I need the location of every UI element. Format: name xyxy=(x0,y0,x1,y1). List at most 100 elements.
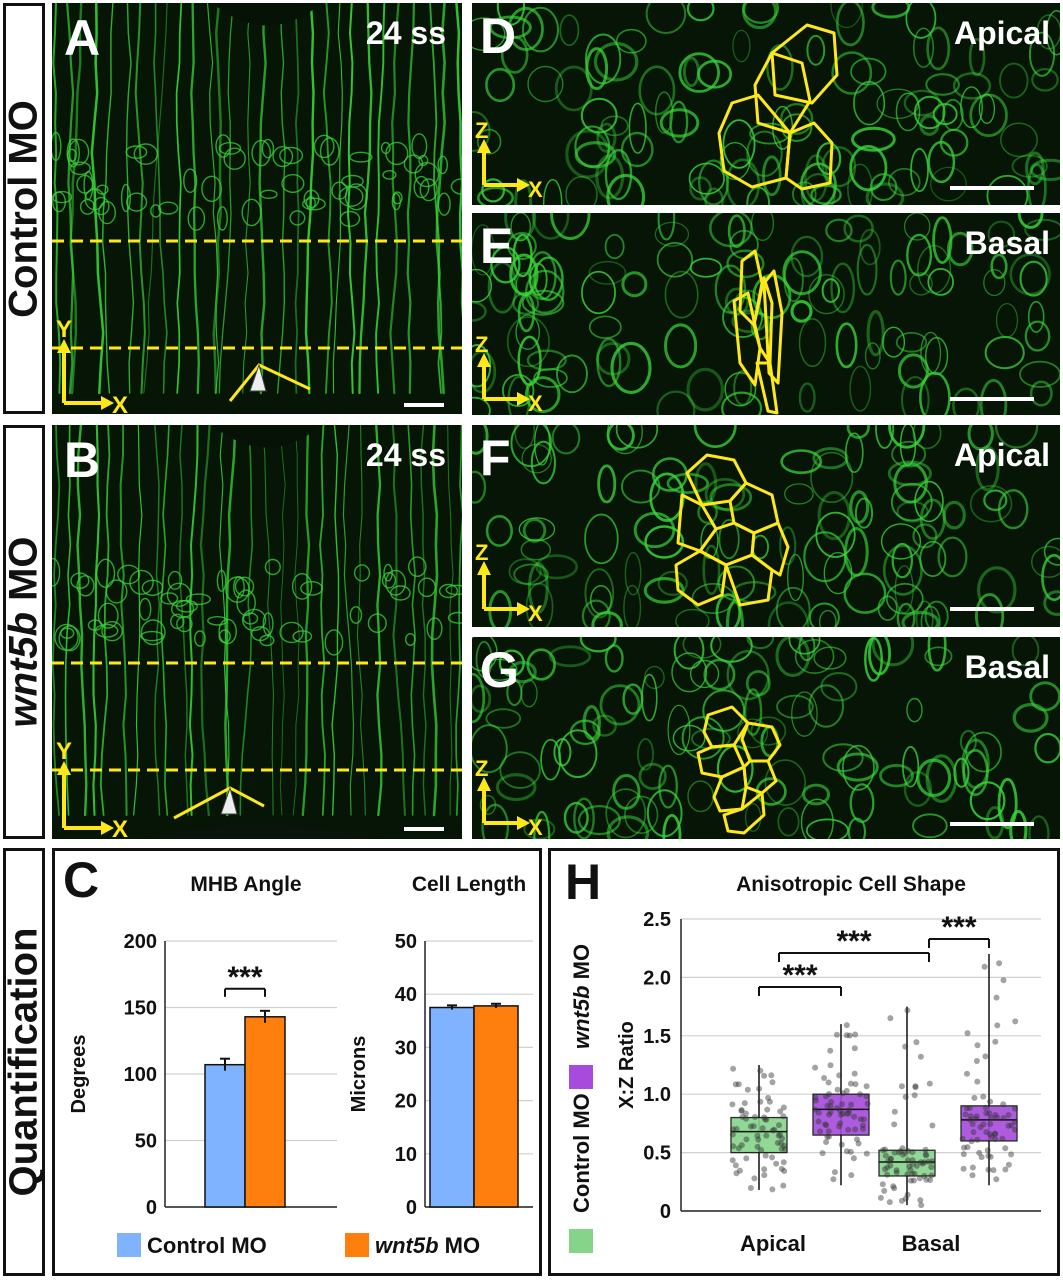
micrograph-panel-g: Z X G Basal xyxy=(472,637,1060,839)
h-box-control-basal-point xyxy=(884,1164,891,1171)
micrograph-panel-d: Z X D Apical xyxy=(472,3,1060,205)
h-box-wnt5b-apical-point xyxy=(839,1090,846,1097)
panel-e-overlay: Z X xyxy=(475,249,1034,415)
h-box-wnt5b-basal-point xyxy=(973,1113,980,1120)
panel-c-letter: C xyxy=(63,852,99,908)
legend-control-label: Control MO xyxy=(147,1233,267,1258)
h-box-control-apical-point xyxy=(769,1186,776,1193)
mhb-significance-label: *** xyxy=(227,961,262,994)
h-box-control-apical-point xyxy=(771,1126,778,1133)
panel-d-image xyxy=(472,3,1060,205)
h-box-control-apical-point xyxy=(763,1116,770,1123)
h-box-wnt5b-apical-point xyxy=(825,1079,832,1086)
h-box-wnt5b-apical-point xyxy=(824,1133,831,1140)
h-box-wnt5b-basal-point xyxy=(974,1078,981,1085)
h-box-control-apical-point xyxy=(769,1154,776,1161)
panel-f-letter: F xyxy=(480,430,511,486)
h-box-control-apical-point xyxy=(758,1147,765,1154)
h-box-wnt5b-basal-point xyxy=(992,1131,998,1138)
h-box-wnt5b-basal-point xyxy=(983,1110,990,1117)
h-box-wnt5b-apical-point xyxy=(843,1087,850,1094)
h-box-wnt5b-apical-point xyxy=(864,1100,871,1107)
h-box-control-basal-point xyxy=(928,1172,935,1179)
h-box-wnt5b-basal-point xyxy=(982,1053,989,1060)
h-box-control-basal xyxy=(878,1149,936,1177)
panel-e-x-axis-label: X xyxy=(528,391,543,415)
h-box-control-basal-point xyxy=(899,1145,906,1152)
mhb-bar-control xyxy=(204,1063,246,1208)
h-box-control-apical-point xyxy=(773,1160,780,1167)
h-box-wnt5b-basal-point xyxy=(961,1144,967,1151)
h-box-wnt5b-apical-point xyxy=(830,1176,837,1183)
h-category-label: Apical xyxy=(740,1231,806,1256)
h-box-control-apical-point xyxy=(774,1139,781,1146)
h-box-wnt5b-apical-point xyxy=(843,1032,850,1039)
h-box-control-apical-point xyxy=(732,1162,739,1169)
h-box-wnt5b-basal-point xyxy=(976,1149,983,1156)
h-box-control-basal-point xyxy=(907,1166,914,1173)
len-bar-control xyxy=(429,1006,475,1208)
h-box-control-apical-point xyxy=(765,1094,772,1101)
h-box-control-basal-point xyxy=(886,1199,893,1206)
panel-a-image xyxy=(52,3,462,414)
h-box-wnt5b-basal-point xyxy=(988,1114,995,1121)
h-box-control-basal-point xyxy=(905,1147,912,1154)
h-box-control-basal-point xyxy=(898,1197,905,1204)
h-box-wnt5b-basal-point xyxy=(1000,1115,1007,1121)
panel-d-label: Apical xyxy=(953,15,1050,51)
h-box-wnt5b-basal-point xyxy=(980,1093,987,1100)
h-title: Anisotropic Cell Shape xyxy=(736,873,966,896)
h-box-control-apical-point xyxy=(738,1107,745,1113)
h-box-wnt5b-apical-point xyxy=(857,1116,864,1123)
h-box-control-basal-point xyxy=(923,1152,930,1159)
row-label-wnt5b: wnt5b MO xyxy=(1,425,46,839)
h-box-control-basal-point xyxy=(928,1164,935,1171)
row-label-quant-text: Quantification xyxy=(1,927,46,1197)
h-box-wnt5b-basal-point xyxy=(992,1038,999,1045)
h-box-control-basal-point xyxy=(916,1175,923,1182)
h-box-wnt5b-basal-point xyxy=(969,1172,976,1179)
h-legend-control-label: Control MO xyxy=(569,1093,594,1213)
h-box-control-basal-point xyxy=(885,1158,892,1165)
h-box-control-apical-point xyxy=(769,1079,776,1086)
h-box-control-basal-point xyxy=(882,1146,888,1153)
h-box-wnt5b-apical-point xyxy=(850,1155,857,1162)
h-box-wnt5b-basal-point xyxy=(1000,977,1007,984)
h-box-wnt5b-basal-point xyxy=(994,1022,1001,1029)
h-box-control-basal-point xyxy=(922,1146,929,1153)
h-box-wnt5b-basal-point xyxy=(967,1113,974,1120)
row-label-wnt5b-text: wnt5b MO xyxy=(1,536,46,728)
h-box-wnt5b-apical-point xyxy=(827,1047,834,1054)
h-box-control-basal-point xyxy=(923,1176,930,1183)
h-box-wnt5b-basal-point xyxy=(1002,1166,1009,1173)
h-box-wnt5b-apical-point xyxy=(826,1133,832,1140)
len-ytick-label: 20 xyxy=(395,1091,417,1113)
h-box-control-apical-point xyxy=(769,1127,776,1134)
h-box-control-apical-point xyxy=(776,1122,782,1129)
h-box-wnt5b-basal-point xyxy=(962,1111,969,1118)
h-box-control-basal-point xyxy=(881,1187,888,1194)
h-box-wnt5b-basal-point xyxy=(1011,1119,1018,1125)
h-box-control-apical-point xyxy=(778,1145,785,1152)
h-box-control-basal-point xyxy=(884,1171,891,1178)
h-box-control-basal-point xyxy=(887,1015,894,1022)
h-box-wnt5b-basal-point xyxy=(964,1144,971,1151)
row-label-control: Control MO xyxy=(2,3,46,414)
h-box-control-apical-point xyxy=(781,1146,788,1152)
h-box-wnt5b-basal-point xyxy=(987,1121,994,1127)
h-box-control-apical-point xyxy=(780,1159,787,1166)
h-box-wnt5b-basal-point xyxy=(964,1030,971,1037)
h-box-wnt5b-apical-point xyxy=(834,1105,841,1111)
h-box-wnt5b-apical-point xyxy=(826,1091,832,1097)
h-box-wnt5b-basal-point xyxy=(981,963,988,970)
h-box-control-apical-point xyxy=(750,1123,757,1130)
h-box-control-basal-point xyxy=(909,1170,916,1177)
h-box-control-apical-point xyxy=(778,1165,785,1172)
h-box-wnt5b-basal-point xyxy=(978,1154,985,1161)
h-box-control-apical-point xyxy=(730,1143,737,1150)
h-box-wnt5b-apical-point xyxy=(844,1110,850,1117)
h-box-control-basal-point xyxy=(895,1149,902,1156)
legend-wnt5b-label: wnt5b MO xyxy=(375,1233,480,1258)
h-box-wnt5b-apical-point xyxy=(846,1032,853,1039)
h-box-wnt5b-apical-point xyxy=(843,1148,850,1155)
